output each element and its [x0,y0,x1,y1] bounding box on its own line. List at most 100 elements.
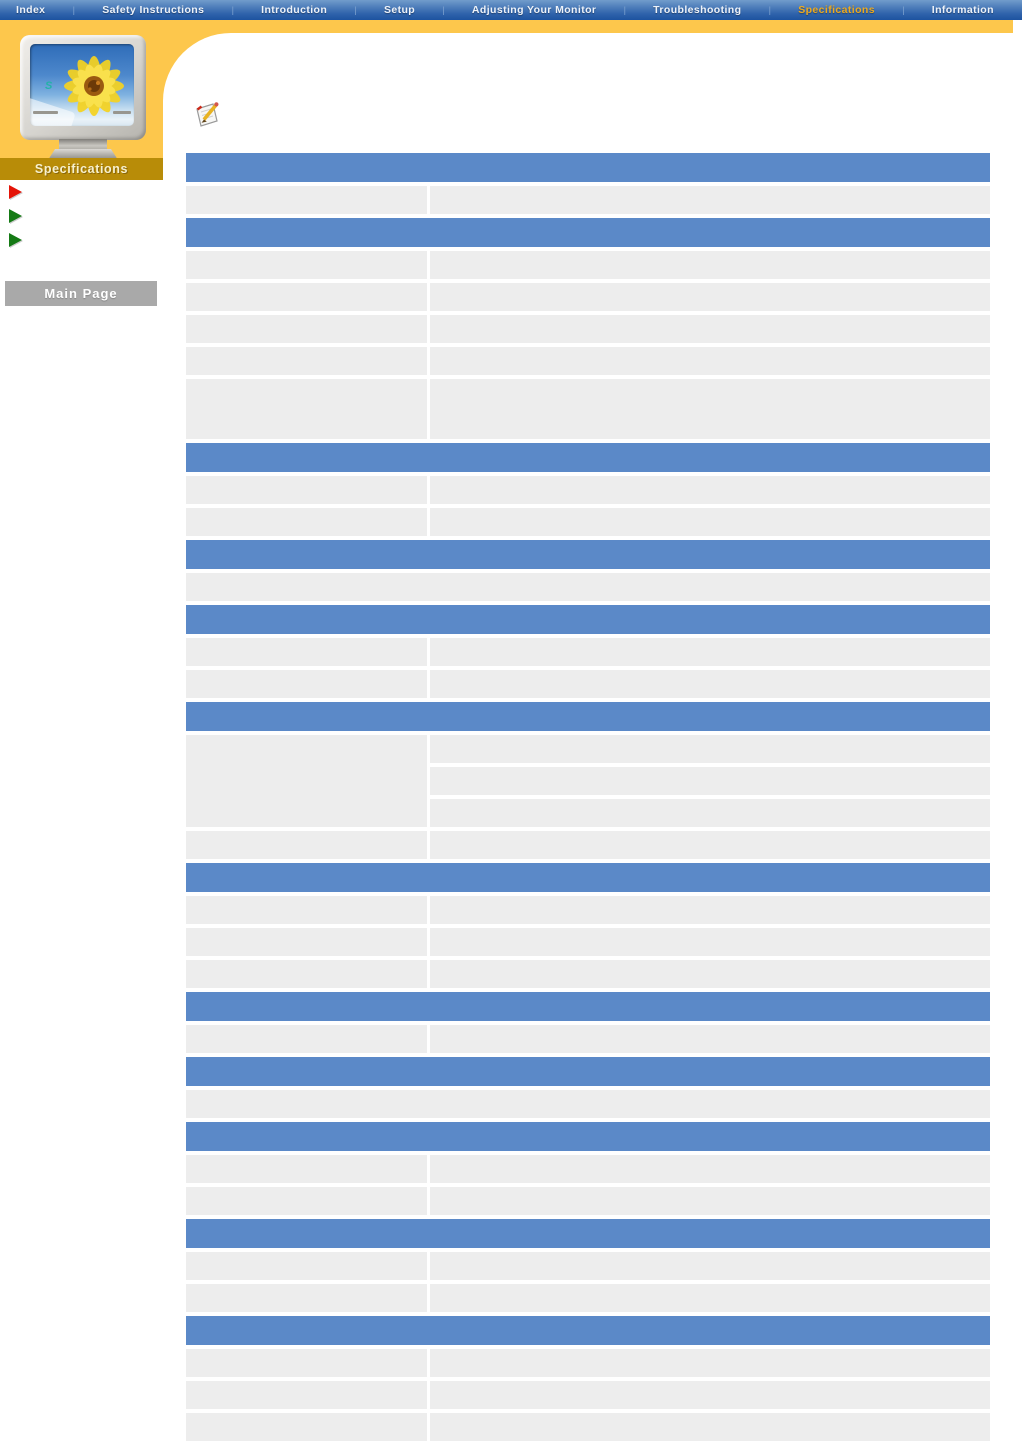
spec-value-cell [430,1381,990,1409]
nav-item-setup[interactable]: Setup [383,4,416,16]
spec-value-stack [430,735,990,827]
spec-value-cell [430,347,990,375]
spec-label-cell [186,1349,427,1377]
spec-label-cell [186,1252,427,1280]
nav-item-specifications[interactable]: Specifications [798,4,875,16]
sidebar-menu [9,185,159,257]
top-nav: Index | Safety Instructions | Introduction | S… [0,0,1022,20]
spec-value-cell [430,283,990,311]
table-row-multi [186,735,990,827]
spec-label-cell [186,638,427,666]
table-section-header [186,702,990,731]
table-row [186,960,990,988]
table-section-header [186,1219,990,1248]
flower-icon [64,56,124,116]
monitor-logo-right [113,111,131,114]
main-page-button[interactable]: Main Page [5,281,157,306]
nav-separator: | [72,5,75,15]
spec-label-cell [186,1155,427,1183]
nav-separator: | [902,5,905,15]
table-section-header [186,1316,990,1345]
table-section-header [186,992,990,1021]
table-row [186,347,990,375]
monitor-logo-left [33,111,58,114]
arrow-bullet-icon [9,209,22,223]
monitor-screen-letter: S [45,80,53,92]
table-row [186,1025,990,1053]
spec-label-cell [186,1025,427,1053]
spec-value-cell [430,638,990,666]
nav-separator: | [442,5,445,15]
nav-separator: | [768,5,771,15]
spec-label-cell [186,1381,427,1409]
content-rounded-corner [163,33,293,163]
table-row [186,670,990,698]
table-row [186,315,990,343]
spec-label-cell [186,1284,427,1312]
spec-value-cell [430,1155,990,1183]
spec-value-cell [430,799,990,827]
table-section-header [186,605,990,634]
table-row [186,638,990,666]
spec-label-cell [186,1187,427,1215]
table-section-header [186,863,990,892]
table-row [186,508,990,536]
nav-item-introduction[interactable]: Introduction [261,4,328,16]
spec-value-cell [430,379,990,439]
spec-value-cell [430,508,990,536]
monitor-case: S [20,35,146,140]
spec-label-cell [186,379,427,439]
spec-label-cell [186,476,427,504]
sidebar-section-title: Specifications [0,158,163,180]
spec-label-cell [186,315,427,343]
spec-label-cell [186,251,427,279]
spec-label-cell [186,928,427,956]
table-section-header [186,540,990,569]
spec-value-cell [430,315,990,343]
table-section-header [186,1122,990,1151]
spec-label-cell [186,347,427,375]
nav-item-information[interactable]: Information [931,4,994,16]
spec-value-cell [430,831,990,859]
sidebar-menu-item[interactable] [9,185,159,199]
spec-value-cell [430,1252,990,1280]
top-accent-bar [0,20,1013,33]
table-row [186,1284,990,1312]
table-row [186,186,990,214]
monitor-stand-neck [59,139,107,151]
sidebar-menu-item[interactable] [9,233,159,247]
nav-item-index[interactable]: Index [16,4,46,16]
spec-label-cell [186,896,427,924]
arrow-bullet-icon [9,233,22,247]
spec-value-cell [430,1413,990,1441]
spec-label-cell [186,1413,427,1441]
nav-item-troubleshooting[interactable]: Troubleshooting [653,4,742,16]
table-row [186,928,990,956]
monitor-stand-base [48,149,118,160]
table-row [186,1187,990,1215]
table-row-fullwidth [186,573,990,601]
arrow-bullet-icon [9,185,22,199]
table-row [186,379,990,439]
nav-item-adjusting-your-monitor[interactable]: Adjusting Your Monitor [471,4,597,16]
spec-label-cell [186,508,427,536]
table-row [186,1381,990,1409]
sidebar-menu-item[interactable] [9,209,159,223]
spec-value-cell [430,1349,990,1377]
nav-item-safety-instructions[interactable]: Safety Instructions [102,4,205,16]
spec-value-cell [430,670,990,698]
table-row-fullwidth [186,1090,990,1118]
table-section-header [186,443,990,472]
spec-value-cell [430,251,990,279]
table-section-header [186,1057,990,1086]
spec-value-cell [430,476,990,504]
spec-value-cell [430,896,990,924]
spec-label-cell [186,960,427,988]
table-row [186,1349,990,1377]
table-row [186,476,990,504]
table-row [186,1413,990,1441]
spec-value-cell [430,1025,990,1053]
table-row [186,831,990,859]
table-row [186,1155,990,1183]
spec-label-cell [186,283,427,311]
